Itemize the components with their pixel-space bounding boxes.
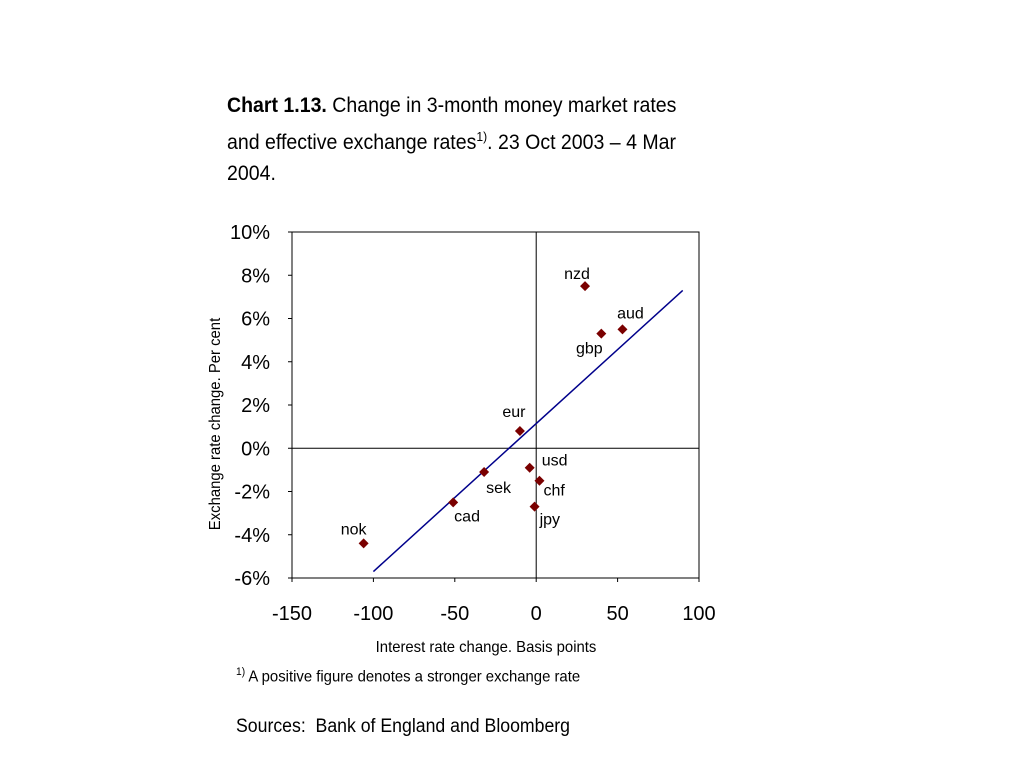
point-nzd bbox=[580, 281, 591, 292]
point-label-cad: cad bbox=[454, 508, 480, 525]
point-label-chf: chf bbox=[543, 483, 565, 500]
y-tick-label: 2% bbox=[241, 395, 270, 417]
y-tick-label: 6% bbox=[241, 309, 270, 331]
x-tick-label: 100 bbox=[682, 603, 715, 625]
point-aud bbox=[617, 324, 628, 335]
y-tick-label: -4% bbox=[234, 525, 270, 547]
footnote-marker: 1) bbox=[236, 666, 246, 678]
y-tick-label: 0% bbox=[241, 438, 270, 460]
chart-number: Chart 1.13. bbox=[227, 94, 327, 117]
y-tick-label: -2% bbox=[234, 482, 270, 504]
chart-title-superscript: 1) bbox=[476, 129, 488, 144]
y-tick-label: 8% bbox=[241, 265, 270, 287]
chart-title-text-1: Change in 3-month money market rates and… bbox=[227, 94, 677, 154]
x-axis-label: Interest rate change. Basis points bbox=[376, 639, 597, 657]
x-tick-label: -150 bbox=[272, 603, 312, 625]
point-gbp bbox=[596, 328, 607, 339]
y-axis-label: Exchange rate change. Per cent bbox=[207, 317, 225, 530]
point-jpy bbox=[529, 501, 540, 512]
y-axis-ticks: -6% -4% -2% 0% 2% 4% 6% 8% 10% bbox=[230, 222, 292, 590]
point-label-nok: nok bbox=[341, 521, 368, 538]
point-label-aud: aud bbox=[617, 305, 644, 322]
x-tick-label: 50 bbox=[606, 603, 628, 625]
point-label-usd: usd bbox=[542, 453, 568, 470]
point-label-gbp: gbp bbox=[576, 341, 603, 358]
y-tick-label: 4% bbox=[241, 352, 270, 374]
footnote: 1) A positive figure denotes a stronger … bbox=[236, 666, 580, 686]
point-label-sek: sek bbox=[486, 480, 512, 497]
data-points bbox=[358, 281, 628, 549]
x-tick-label: -50 bbox=[440, 603, 469, 625]
trend-line bbox=[372, 289, 684, 573]
footnote-text: A positive figure denotes a stronger exc… bbox=[245, 668, 581, 686]
point-nok bbox=[358, 538, 369, 549]
point-cad bbox=[448, 497, 459, 508]
point-label-eur: eur bbox=[502, 404, 526, 421]
point-label-jpy: jpy bbox=[539, 512, 560, 529]
y-tick-label: 10% bbox=[230, 222, 270, 244]
chart-title-text-2: . 23 Oct 2003 – 4 Mar 2004. bbox=[227, 131, 677, 185]
point-eur bbox=[514, 425, 525, 436]
chart-title: Chart 1.13. Change in 3-month money mark… bbox=[227, 90, 692, 189]
sources-note: Sources: Bank of England and Bloomberg bbox=[236, 716, 570, 737]
point-chf bbox=[534, 475, 545, 486]
x-tick-label: -100 bbox=[353, 603, 393, 625]
y-tick-label: -6% bbox=[234, 568, 270, 590]
x-tick-label: 0 bbox=[531, 603, 542, 625]
point-sek bbox=[479, 467, 490, 478]
point-usd bbox=[524, 462, 535, 473]
x-axis-ticks: -150 -100 -50 0 50 100 bbox=[272, 578, 716, 625]
point-label-nzd: nzd bbox=[564, 266, 590, 283]
